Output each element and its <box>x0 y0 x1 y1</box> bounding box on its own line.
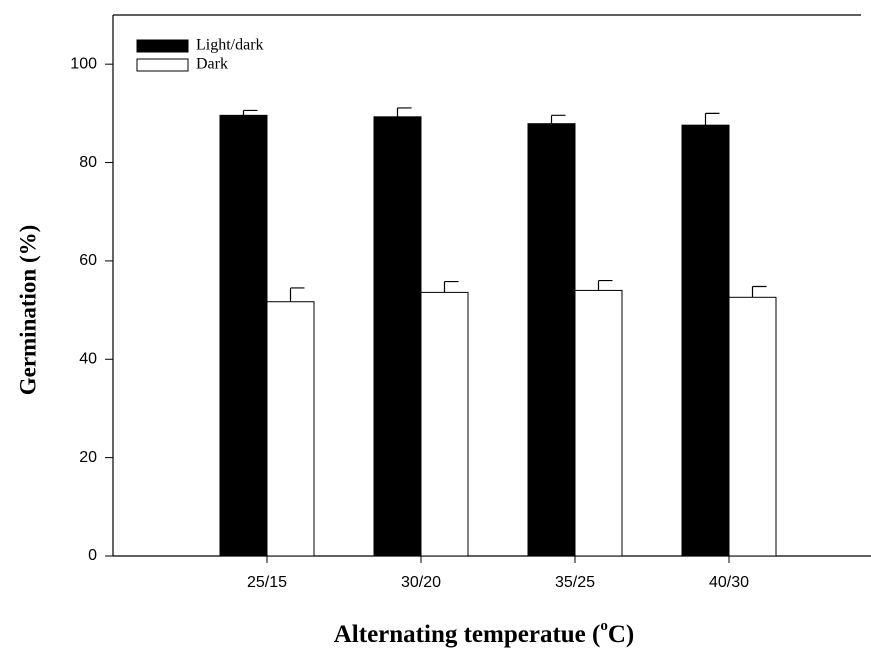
x-tick-label: 30/20 <box>401 574 441 591</box>
x-axis-label-superscript: o <box>600 618 608 634</box>
x-axis-label-text: Alternating temperatue ( <box>334 621 601 648</box>
y-tick-label: 100 <box>70 55 97 72</box>
error-bar <box>242 109 258 116</box>
legend-label: Light/dark <box>196 37 264 54</box>
y-tick-label: 0 <box>88 547 97 564</box>
bar <box>728 296 777 557</box>
error-bar <box>597 279 613 291</box>
bar <box>681 124 730 557</box>
legend-swatch <box>136 58 189 72</box>
y-tick-label: 40 <box>79 350 97 367</box>
error-bar <box>751 285 767 298</box>
bar <box>266 301 315 557</box>
error-bar <box>396 107 412 117</box>
x-tick-label: 40/30 <box>709 574 749 591</box>
x-axis-label-suffix: C) <box>608 621 634 648</box>
x-tick-label: 25/15 <box>247 574 287 591</box>
bar <box>420 291 469 557</box>
bar <box>219 114 268 557</box>
bar <box>574 289 623 557</box>
error-bar <box>443 280 459 293</box>
y-tick-label: 60 <box>79 252 97 269</box>
bar <box>373 116 422 557</box>
error-bar <box>289 287 305 302</box>
error-bar <box>550 114 566 124</box>
y-tick-label: 20 <box>79 449 97 466</box>
legend-label: Dark <box>196 56 228 73</box>
legend-swatch <box>136 39 189 53</box>
error-bar <box>704 112 720 126</box>
x-tick-label: 35/25 <box>555 574 595 591</box>
x-axis-label: Alternating temperatue (oC) <box>334 618 634 647</box>
y-axis-label: Germination (%) <box>15 225 40 396</box>
bar <box>527 123 576 557</box>
y-tick-label: 80 <box>79 154 97 171</box>
